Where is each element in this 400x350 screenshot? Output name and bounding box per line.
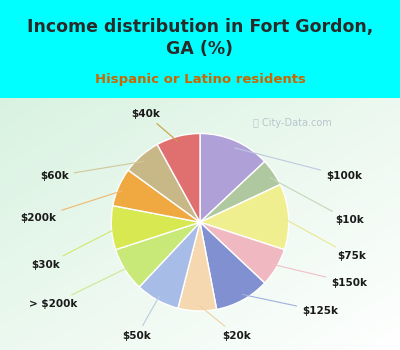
Wedge shape bbox=[200, 133, 265, 222]
Text: Income distribution in Fort Gordon,
GA (%): Income distribution in Fort Gordon, GA (… bbox=[27, 18, 373, 58]
Wedge shape bbox=[116, 222, 200, 287]
Wedge shape bbox=[200, 222, 284, 283]
Text: $200k: $200k bbox=[20, 191, 122, 223]
Text: > $200k: > $200k bbox=[29, 267, 128, 309]
Text: $20k: $20k bbox=[200, 306, 251, 341]
Text: ⓘ City-Data.com: ⓘ City-Data.com bbox=[253, 118, 331, 128]
Text: $60k: $60k bbox=[40, 161, 143, 181]
Wedge shape bbox=[139, 222, 200, 308]
Wedge shape bbox=[157, 133, 200, 222]
Wedge shape bbox=[200, 161, 280, 222]
Wedge shape bbox=[111, 205, 200, 250]
Text: Hispanic or Latino residents: Hispanic or Latino residents bbox=[94, 73, 306, 86]
Wedge shape bbox=[128, 145, 200, 222]
Text: $50k: $50k bbox=[122, 296, 159, 341]
Text: $10k: $10k bbox=[270, 178, 364, 225]
Wedge shape bbox=[113, 170, 200, 222]
Wedge shape bbox=[200, 184, 289, 250]
Wedge shape bbox=[200, 222, 265, 309]
Wedge shape bbox=[178, 222, 217, 311]
Text: $40k: $40k bbox=[131, 109, 178, 141]
Text: $150k: $150k bbox=[273, 265, 367, 288]
Text: $125k: $125k bbox=[242, 294, 338, 316]
Text: $30k: $30k bbox=[31, 229, 116, 270]
Text: $75k: $75k bbox=[284, 218, 366, 261]
Text: $100k: $100k bbox=[235, 148, 362, 181]
